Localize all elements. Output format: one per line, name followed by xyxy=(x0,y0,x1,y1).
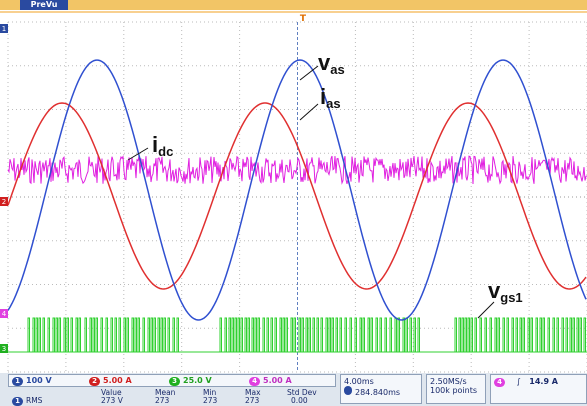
position-icon xyxy=(344,386,352,395)
waveform-display: PreVu T 1 2 4 3 vas ias idc vgs1 xyxy=(0,0,587,373)
scope-screen: PreVu T 1 2 4 3 vas ias idc vgs1 1100 V … xyxy=(0,0,587,406)
acquisition-box: 2.50MS/s 100k points xyxy=(426,374,486,404)
timebase-scale: 4.00ms xyxy=(344,377,418,386)
ch3-marker: 3 xyxy=(2,345,6,353)
trigger-badge: 4 xyxy=(494,378,505,387)
sample-rate: 2.50MS/s xyxy=(430,377,482,386)
ch3-scale-text: 25.0 V xyxy=(183,376,212,385)
ch4-scale-text: 5.00 A xyxy=(263,376,292,385)
ch1-badge: 1 xyxy=(12,377,23,386)
mode-label: PreVu xyxy=(31,0,58,9)
timebase-position-row: 284.840ms xyxy=(344,386,418,397)
trigger-box: 4 ∫ 14.9 A xyxy=(490,374,587,404)
meas-value: 273 V xyxy=(101,396,123,405)
meas-value: 273 xyxy=(155,396,169,405)
ch2-scale-text: 5.00 A xyxy=(103,376,132,385)
timebase-box: 4.00ms 284.840ms xyxy=(340,374,422,404)
trigger-marker: T xyxy=(300,14,307,24)
meas-value: 0.00 xyxy=(291,396,308,405)
record-length: 100k points xyxy=(430,386,482,395)
ch3-badge: 3 xyxy=(169,377,180,386)
meas-name: RMS xyxy=(26,396,42,405)
ch2-badge: 2 xyxy=(89,377,100,386)
meas-value: 273 xyxy=(245,396,259,405)
ch4-marker: 4 xyxy=(2,310,7,318)
meas-value: 273 xyxy=(203,396,217,405)
ch4-badge: 4 xyxy=(249,377,260,386)
top-bar xyxy=(0,0,587,10)
ch1-scale-text: 100 V xyxy=(26,376,52,385)
trigger-slope: ∫ xyxy=(517,377,521,386)
meas-badge: 1 xyxy=(12,397,23,406)
trigger-level: 14.9 A xyxy=(529,377,558,386)
ch1-marker: 1 xyxy=(2,25,6,33)
background xyxy=(0,0,587,373)
ch2-marker: 2 xyxy=(2,198,6,206)
timebase-position: 284.840ms xyxy=(355,388,400,397)
